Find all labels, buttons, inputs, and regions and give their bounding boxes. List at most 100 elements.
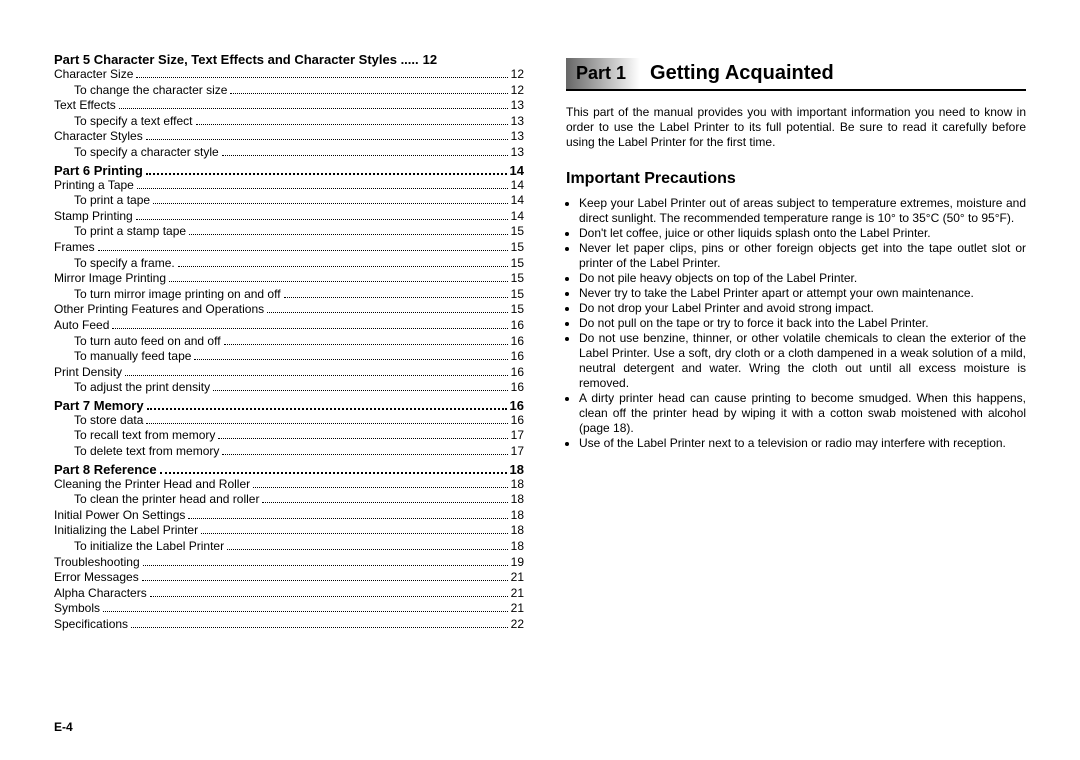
toc-row-page: 18 (511, 492, 524, 508)
toc-dots (230, 93, 507, 94)
toc-row-label: Frames (54, 240, 95, 256)
toc-dots (153, 203, 508, 204)
toc-row-label: To delete text from memory (74, 444, 219, 460)
toc-row: Symbols 21 (54, 601, 524, 617)
toc-row: To delete text from memory 17 (54, 444, 524, 460)
toc-dots (227, 549, 508, 550)
toc-row-page: 16 (511, 380, 524, 396)
toc-row: Other Printing Features and Operations 1… (54, 302, 524, 318)
toc-row-label: Mirror Image Printing (54, 271, 166, 287)
toc-row: To initialize the Label Printer 18 (54, 539, 524, 555)
toc-row-label: To specify a text effect (74, 114, 193, 130)
toc-row-page: 15 (511, 256, 524, 272)
toc-dots (262, 502, 507, 503)
toc-row-page: 13 (511, 129, 524, 145)
toc-row-label: Stamp Printing (54, 209, 133, 225)
toc-row-page: 18 (511, 523, 524, 539)
toc-row-label: To manually feed tape (74, 349, 191, 365)
precaution-item: A dirty printer head can cause printing … (579, 391, 1026, 436)
toc-dots (267, 312, 508, 313)
toc-dots (136, 219, 508, 220)
toc-dots (125, 375, 508, 376)
toc-dots (253, 487, 508, 488)
toc-head-label: Part 8 Reference (54, 462, 157, 477)
toc-head-page: 14 (510, 163, 524, 178)
toc-row: To specify a text effect 13 (54, 114, 524, 130)
toc-dots (178, 266, 508, 267)
toc-row-page: 17 (511, 428, 524, 444)
intro-paragraph: This part of the manual provides you wit… (566, 105, 1026, 150)
toc-dots (189, 234, 508, 235)
toc-row-label: Error Messages (54, 570, 139, 586)
toc-section-head: Part 7 Memory16 (54, 398, 524, 413)
toc-dots (194, 359, 507, 360)
toc-head-label: Part 6 Printing (54, 163, 143, 178)
toc-row-label: To adjust the print density (74, 380, 210, 396)
content-column: Part 1 Getting Acquainted This part of t… (566, 50, 1026, 740)
toc-row: Text Effects 13 (54, 98, 524, 114)
precaution-item: Do not use benzine, thinner, or other vo… (579, 331, 1026, 391)
toc-dots (222, 155, 508, 156)
toc-row: To change the character size 12 (54, 83, 524, 99)
toc-row: Initializing the Label Printer 18 (54, 523, 524, 539)
toc-row: To specify a frame. 15 (54, 256, 524, 272)
toc-row-label: Text Effects (54, 98, 116, 114)
toc-row-label: Other Printing Features and Operations (54, 302, 264, 318)
toc-dots (142, 580, 508, 581)
toc-row-label: Cleaning the Printer Head and Roller (54, 477, 250, 493)
toc-row-page: 15 (511, 240, 524, 256)
toc-row-label: To turn mirror image printing on and off (74, 287, 281, 303)
toc-row: Initial Power On Settings 18 (54, 508, 524, 524)
toc-row: Error Messages 21 (54, 570, 524, 586)
toc-row-label: Troubleshooting (54, 555, 140, 571)
toc-dots (103, 611, 508, 612)
toc-row-label: Initial Power On Settings (54, 508, 185, 524)
toc-row-page: 13 (511, 114, 524, 130)
toc-row-page: 16 (511, 349, 524, 365)
toc-row-label: Specifications (54, 617, 128, 633)
precaution-item: Do not drop your Label Printer and avoid… (579, 301, 1026, 316)
toc-row-label: Print Density (54, 365, 122, 381)
toc-row-page: 12 (511, 67, 524, 83)
toc-row-page: 18 (511, 477, 524, 493)
toc-dots (98, 250, 508, 251)
toc-dots (112, 328, 507, 329)
toc-head-page: 18 (510, 462, 524, 477)
toc-row-label: To change the character size (74, 83, 227, 99)
part-badge: Part 1 (566, 58, 640, 89)
toc-dots (150, 596, 508, 597)
toc-row: To specify a character style 13 (54, 145, 524, 161)
toc-head-page: 12 (423, 52, 437, 67)
toc-row-page: 15 (511, 302, 524, 318)
toc-row-label: To turn auto feed on and off (74, 334, 221, 350)
toc-row: Character Size 12 (54, 67, 524, 83)
toc-row: To adjust the print density 16 (54, 380, 524, 396)
toc-row-label: Alpha Characters (54, 586, 147, 602)
toc-dots (224, 344, 508, 345)
toc-dots (222, 454, 507, 455)
toc-row-page: 17 (511, 444, 524, 460)
precautions-list: Keep your Label Printer out of areas sub… (566, 196, 1026, 451)
toc-dots (136, 77, 507, 78)
toc-row-label: Printing a Tape (54, 178, 134, 194)
toc-row-page: 21 (511, 601, 524, 617)
toc-row: To turn mirror image printing on and off… (54, 287, 524, 303)
toc-row-page: 14 (511, 193, 524, 209)
part-title: Getting Acquainted (640, 62, 834, 85)
toc-dots (131, 627, 508, 628)
toc-row: Printing a Tape 14 (54, 178, 524, 194)
page-number: E-4 (54, 720, 73, 734)
toc-dots (146, 139, 508, 140)
toc-dots (160, 472, 507, 474)
part-header: Part 1 Getting Acquainted (566, 58, 1026, 91)
precaution-item: Don't let coffee, juice or other liquids… (579, 226, 1026, 241)
toc-row-page: 15 (511, 224, 524, 240)
toc-row-page: 13 (511, 98, 524, 114)
toc-row: Troubleshooting 19 (54, 555, 524, 571)
toc-dots (146, 173, 507, 175)
toc-dots (137, 188, 508, 189)
precaution-item: Keep your Label Printer out of areas sub… (579, 196, 1026, 226)
toc-row: Auto Feed 16 (54, 318, 524, 334)
toc-dots (201, 533, 508, 534)
toc-row-page: 21 (511, 586, 524, 602)
